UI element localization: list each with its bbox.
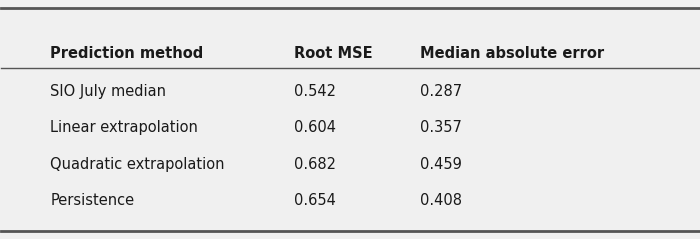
Text: Prediction method: Prediction method [50, 46, 204, 61]
Text: 0.542: 0.542 [294, 84, 336, 99]
Text: 0.459: 0.459 [420, 157, 461, 172]
Text: 0.604: 0.604 [294, 120, 336, 135]
Text: 0.287: 0.287 [420, 84, 462, 99]
Text: 0.357: 0.357 [420, 120, 461, 135]
Text: SIO July median: SIO July median [50, 84, 166, 99]
Text: 0.654: 0.654 [294, 194, 336, 208]
Text: Root MSE: Root MSE [294, 46, 373, 61]
Text: Median absolute error: Median absolute error [420, 46, 604, 61]
Text: 0.682: 0.682 [294, 157, 336, 172]
Text: Persistence: Persistence [50, 194, 134, 208]
Text: 0.408: 0.408 [420, 194, 462, 208]
Text: Quadratic extrapolation: Quadratic extrapolation [50, 157, 225, 172]
Text: Linear extrapolation: Linear extrapolation [50, 120, 198, 135]
